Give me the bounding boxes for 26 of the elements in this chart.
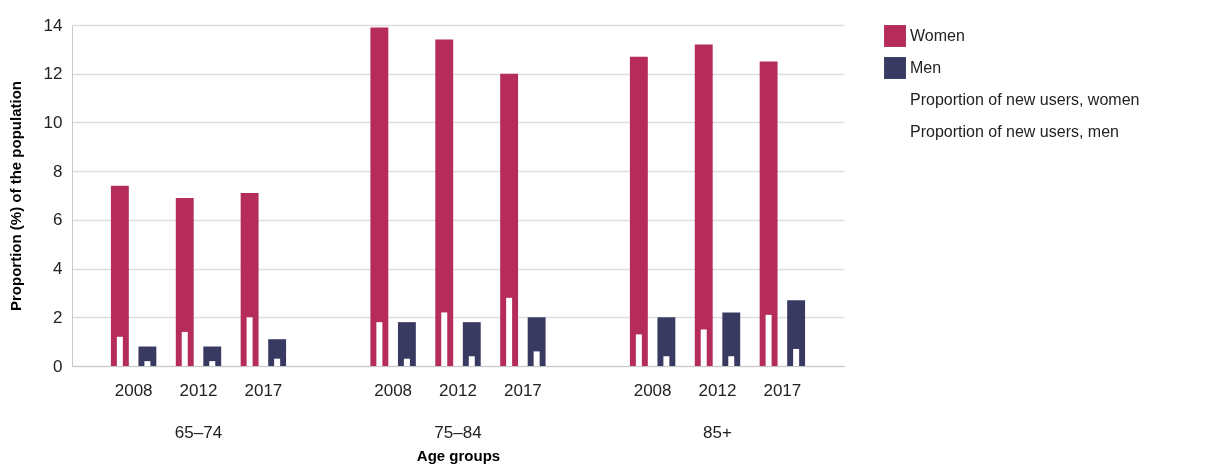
y-axis-title: Proportion (%) of the population bbox=[6, 81, 24, 311]
legend-label: Men bbox=[910, 59, 942, 76]
legend-label: Women bbox=[910, 27, 965, 44]
x-tick-label: 2012 bbox=[698, 380, 737, 400]
x-tick-label: 2008 bbox=[374, 380, 413, 400]
x-tick-label: 2008 bbox=[114, 380, 153, 400]
y-tick-label: 12 bbox=[43, 64, 63, 84]
y-tick-label: 0 bbox=[53, 356, 63, 376]
x-tick-label: 2017 bbox=[244, 380, 283, 400]
text: 85+ bbox=[703, 423, 732, 442]
y-tick-label: 2 bbox=[53, 307, 63, 327]
y-tick-label: 14 bbox=[43, 15, 63, 35]
text: 75–84 bbox=[434, 423, 482, 442]
x-tick-label: 2017 bbox=[763, 380, 802, 400]
x-tick-label: 2017 bbox=[503, 380, 542, 400]
y-tick-label: 6 bbox=[53, 210, 63, 230]
text: 65–74 bbox=[174, 423, 223, 442]
y-tick-label: 4 bbox=[53, 259, 63, 279]
x-tick-label: 2012 bbox=[179, 380, 218, 400]
text: Proportion of new users, men bbox=[910, 123, 1119, 140]
x-axis-title: Age groups bbox=[416, 446, 501, 464]
y-tick-label: 10 bbox=[43, 112, 63, 132]
x-tick-label: 2012 bbox=[439, 380, 477, 400]
y-tick-label: 8 bbox=[53, 161, 63, 181]
x-tick-label: 2008 bbox=[633, 380, 672, 400]
text: Proportion of new users, women bbox=[910, 91, 1140, 108]
